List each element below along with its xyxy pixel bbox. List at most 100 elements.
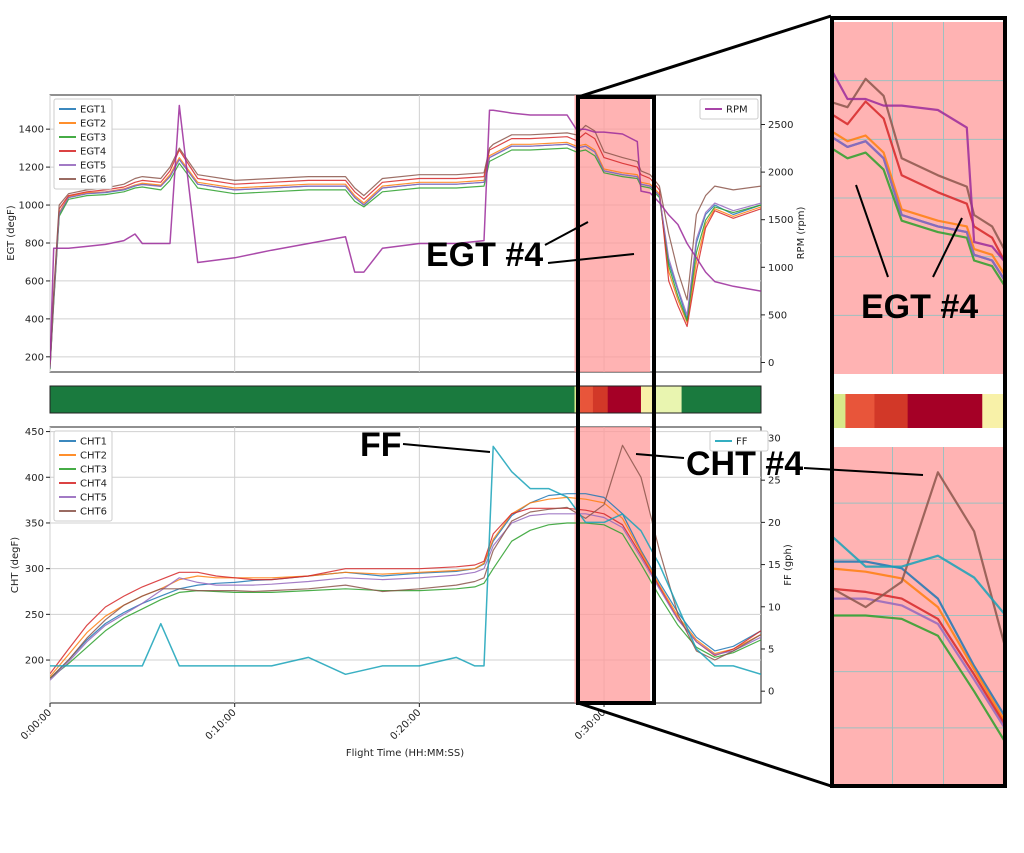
egt-tick-labels: 200 400 600 800 1000 1200 1400 0 500 1000 1500 2000… (19, 120, 794, 369)
zoom-line-egt2 (833, 130, 1003, 274)
callouts: EGT #4 FF CHT #4 EGT #4 (360, 184, 978, 483)
zoom-line-cht6 (833, 471, 1003, 644)
zoom-strip-band (907, 394, 983, 428)
legend-label: CHT3 (80, 465, 107, 476)
egt4-label: EGT #4 (426, 236, 543, 274)
y-tick-label: 200 (25, 352, 44, 363)
zoom-egt4-pointer-2 (932, 217, 963, 278)
series-line-egt6 (50, 124, 761, 365)
strip-band (655, 386, 683, 413)
series-line-cht5 (50, 513, 761, 681)
egt-legend: EGT1 EGT2 EGT3 EGT4 EGT5 EGT6 (53, 98, 113, 190)
series-line-cht1 (50, 493, 761, 679)
y-tick-label: 1200 (19, 163, 44, 174)
y-tick-label: 1400 (19, 125, 44, 136)
zoom-line-cht5 (833, 597, 1003, 728)
y2-tick-label: 15 (768, 560, 781, 571)
y2-tick-label: 1000 (768, 263, 793, 274)
cht-highlight-region (574, 427, 651, 703)
zoom-anomaly-strip (833, 374, 1004, 447)
legend-label: FF (736, 437, 748, 448)
legend-label: RPM (726, 105, 748, 116)
y2-tick-label: 2500 (768, 120, 793, 131)
cht4-pointer-right (803, 467, 924, 476)
legend-box (53, 430, 113, 522)
strip-band (580, 386, 594, 413)
zoom-line-cht4 (833, 587, 1003, 724)
legend-label: CHT5 (80, 493, 107, 504)
series-line-egt3 (50, 147, 761, 370)
zoom-strip-band (833, 394, 846, 428)
zoom-strip-gap (833, 428, 1003, 447)
strip-band (681, 386, 762, 413)
zoom-strip-band (845, 394, 875, 428)
zoom-line-egt5 (833, 136, 1003, 280)
ff-legend: FF (709, 430, 769, 452)
highlight-frame (576, 95, 656, 705)
zoom-line-cht2 (833, 567, 1003, 721)
series-line-egt5 (50, 143, 761, 369)
strip-band (607, 386, 642, 413)
y2-tick-label: 20 (768, 518, 781, 529)
legend-box (53, 98, 113, 190)
legend-label: EGT2 (80, 119, 106, 130)
legend-label: EGT3 (80, 133, 106, 144)
rpm-y-axis-label: RPM (rpm) (796, 207, 807, 260)
cht-y-axis-label: CHT (degF) (10, 537, 21, 593)
zoom-frame (830, 16, 1007, 788)
egt-series-lines (50, 104, 761, 370)
zoom-line-cht3 (833, 614, 1003, 741)
legend-label: EGT5 (80, 161, 106, 172)
zoom-strip-band (874, 394, 909, 428)
zoom-egt4-label: EGT #4 (861, 288, 978, 326)
series-line-cht3 (50, 522, 761, 679)
zoom-cht-lines (833, 471, 1003, 741)
legend-label: CHT4 (80, 479, 107, 490)
y2-tick-label: 500 (768, 310, 787, 321)
zoom-line-ff (833, 535, 1003, 614)
y2-tick-label: 25 (768, 476, 781, 487)
y2-tick-label: 1500 (768, 215, 793, 226)
zoom-line-rpm (833, 70, 1003, 262)
ff-y-axis-label: FF (gph) (783, 544, 794, 586)
zoom-strip-gap (833, 374, 1003, 394)
zoom-line-egt6 (833, 77, 1003, 250)
zoom-line-egt3 (833, 147, 1003, 286)
egt-panel: 200 400 600 800 1000 1200 1400 0 500 1000 1500 2000… (6, 94, 807, 373)
legend-box (709, 430, 769, 452)
cht4-label: CHT #4 (686, 445, 803, 483)
legend-label: CHT2 (80, 451, 107, 462)
egt-highlight-region (574, 95, 651, 372)
ff-pointer (402, 443, 491, 453)
series-line-ff (50, 445, 761, 676)
cht-panel: 200 250 300 350 400 450 0 5 10 15 20 25 30 0:00:00 0:1… (10, 426, 794, 759)
x-tick-label: 0:10:00 (204, 707, 239, 742)
y-tick-label: 350 (25, 518, 44, 529)
legend-label: EGT1 (80, 105, 106, 116)
x-tick-label: 0:20:00 (388, 707, 423, 742)
y-tick-label: 300 (25, 564, 44, 575)
highlight-region (574, 95, 651, 372)
y2-tick-label: 0 (768, 687, 774, 698)
y-tick-label: 200 (25, 656, 44, 667)
y-tick-label: 250 (25, 610, 44, 621)
legend-label: EGT6 (80, 175, 106, 186)
y-tick-label: 600 (25, 276, 44, 287)
legend-box (699, 98, 759, 120)
ff-label: FF (360, 426, 402, 464)
strip-band (592, 386, 609, 413)
x-axis-label: Flight Time (HH:MM:SS) (346, 748, 464, 759)
y-tick-label: 450 (25, 427, 44, 438)
series-line-rpm (50, 104, 761, 363)
legend-label: EGT4 (80, 147, 106, 158)
zoom-connector-bottom (577, 701, 832, 788)
y2-tick-label: 30 (768, 433, 781, 444)
zoom-connector-top (577, 14, 832, 99)
rpm-legend: RPM (699, 98, 759, 120)
legend-label: CHT1 (80, 437, 107, 448)
cht4-pointer-left (635, 453, 685, 459)
cht-series-lines (50, 444, 761, 681)
y2-tick-label: 10 (768, 602, 781, 613)
cht-legend: CHT1 CHT2 CHT3 CHT4 CHT5 CHT6 (53, 430, 113, 522)
y2-tick-label: 2000 (768, 168, 793, 179)
